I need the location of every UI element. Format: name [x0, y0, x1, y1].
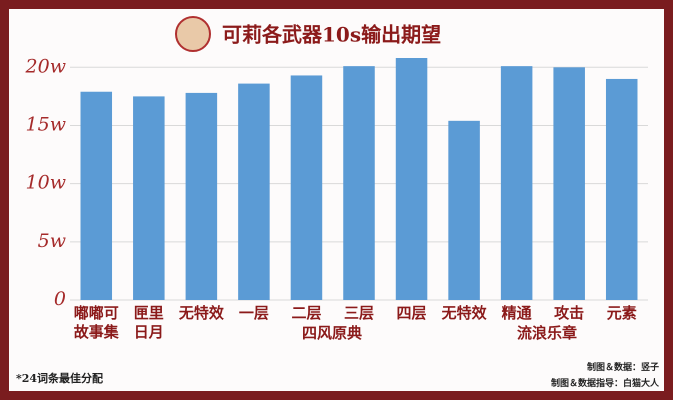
bar: [343, 66, 375, 301]
avatar: [175, 16, 211, 52]
bar: [605, 78, 638, 300]
footnote: *24词条最佳分配: [16, 372, 104, 385]
bar: [395, 58, 428, 300]
x-tick-label: 一层: [238, 304, 269, 322]
bar: [448, 120, 480, 300]
x-tick-label: 元素: [606, 304, 637, 322]
x-tick-label: 无特效: [441, 304, 487, 322]
x-tick-label: 四层: [396, 304, 427, 322]
y-tick-label: 5w: [38, 230, 66, 252]
y-tick-label: 0: [54, 288, 66, 310]
x-tick-label: 攻击: [554, 304, 585, 322]
x-tick-label: 无特效: [178, 304, 224, 322]
y-tick-label: 15w: [26, 113, 66, 135]
bar: [133, 96, 165, 301]
x-tick-label: 精通: [501, 304, 532, 322]
group-label: 流浪乐章: [516, 324, 577, 342]
y-tick-label: 10w: [26, 172, 66, 194]
group-label: 四风原典: [301, 324, 362, 342]
bar: [238, 83, 270, 300]
x-tick-label: 嘟嘟可 故事集: [73, 304, 119, 341]
bar: [185, 92, 218, 301]
bar: [553, 67, 585, 300]
x-tick-label: 二层: [291, 304, 322, 322]
y-tick-label: 20w: [25, 55, 66, 77]
credit: 制图＆数据：竖子: [586, 363, 659, 373]
credit: 制图＆数据指导：白猫大人: [550, 379, 659, 389]
x-tick-label: 匣里 日月: [133, 304, 164, 341]
x-tick-label: 三层: [343, 304, 374, 322]
bar: [290, 75, 323, 300]
chart-title: 可莉各武器10s输出期望: [222, 23, 441, 47]
bar: [500, 66, 533, 301]
bar: [80, 91, 113, 300]
